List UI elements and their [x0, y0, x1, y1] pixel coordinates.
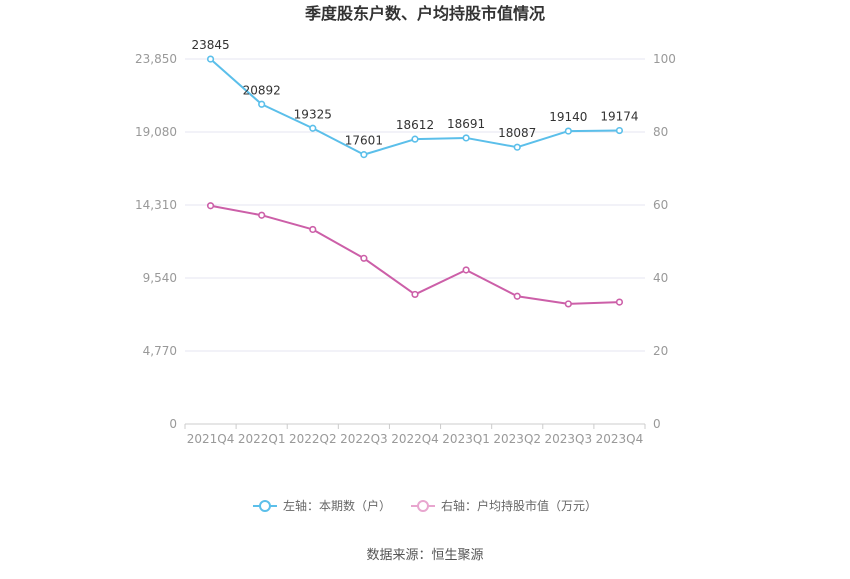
x-axis-tick-label: 2023Q1 — [442, 432, 490, 446]
series-1-point — [411, 135, 419, 143]
data-label: 19140 — [549, 110, 587, 124]
series-1-point — [513, 143, 521, 151]
chart-title: 季度股东户数、户均持股市值情况 — [304, 4, 545, 23]
series-1-point — [258, 100, 266, 108]
x-axis-tick-label: 2021Q4 — [187, 432, 235, 446]
left-axis-tick-label: 14,310 — [135, 198, 177, 212]
data-label: 19325 — [294, 107, 332, 121]
series-2-point — [513, 292, 521, 300]
right-axis-tick-label: 0 — [653, 417, 661, 431]
data-label: 19174 — [600, 110, 638, 124]
x-axis-tick-label: 2022Q4 — [391, 432, 439, 446]
series-1-point — [615, 126, 624, 135]
series-2-point — [411, 290, 419, 299]
x-axis-tick-label: 2022Q3 — [340, 432, 388, 446]
left-axis-tick-label: 0 — [169, 417, 177, 431]
data-label: 17601 — [345, 134, 383, 148]
axes: 0 4,770 9,540 14,310 19,080 23,850 0 20 40 60 80 10… — [135, 52, 676, 446]
right-axis-tick-label: 40 — [653, 271, 668, 285]
series-2-point — [564, 300, 572, 308]
series-2-point — [206, 202, 215, 210]
x-axis-tick-label: 2022Q2 — [289, 432, 337, 446]
right-axis-tick-label: 60 — [653, 198, 668, 212]
left-axis-tick-label: 23,850 — [135, 52, 177, 66]
x-axis-tick-label: 2022Q1 — [238, 432, 286, 446]
data-label: 23845 — [191, 38, 229, 52]
legend-swatch-marker — [417, 500, 429, 512]
source-note: 数据来源：恒生聚源 — [366, 548, 483, 563]
series-1-point — [360, 151, 368, 159]
series-1-point — [462, 134, 470, 142]
series-1-point — [206, 55, 215, 63]
data-label: 18087 — [498, 126, 536, 140]
right-axis-tick-label: 20 — [653, 344, 668, 358]
series-1-point — [564, 127, 572, 135]
series-2-point — [360, 254, 368, 262]
series-layer — [206, 55, 624, 308]
data-label: 18691 — [447, 117, 485, 131]
left-axis-tick-label: 4,770 — [143, 344, 177, 358]
right-axis-tick-label: 80 — [653, 125, 668, 139]
legend-label: 右轴：户均持股市值（万元） — [441, 498, 597, 513]
right-axis-tick-label: 100 — [653, 52, 676, 66]
legend-item-2: 右轴：户均持股市值（万元） — [411, 498, 597, 513]
legend-item-1: 左轴：本期数（户） — [252, 498, 391, 513]
data-label: 18612 — [396, 118, 434, 132]
series-2-point — [462, 266, 470, 274]
left-axis-tick-label: 19,080 — [135, 125, 177, 139]
series-2-point — [615, 298, 624, 306]
data-labels: 23845 20892 19325 17601 18612 18691 18087 19140… — [191, 38, 638, 148]
grid-lines — [185, 58, 645, 352]
legend: 左轴：本期数（户） 右轴：户均持股市值（万元） — [252, 498, 597, 513]
left-axis-tick-label: 9,540 — [143, 271, 177, 285]
series-2-point — [258, 211, 266, 219]
x-axis-tick-label: 2023Q4 — [596, 432, 644, 446]
series-2-point — [309, 225, 317, 234]
series-line-2 — [210, 204, 620, 305]
x-axis-tick-label: 2023Q2 — [493, 432, 541, 446]
data-label: 20892 — [243, 83, 281, 97]
legend-label: 左轴：本期数（户） — [283, 498, 391, 513]
legend-swatch-marker — [258, 500, 271, 512]
series-1-point — [309, 124, 317, 132]
x-axis-tick-label: 2023Q3 — [545, 432, 593, 446]
